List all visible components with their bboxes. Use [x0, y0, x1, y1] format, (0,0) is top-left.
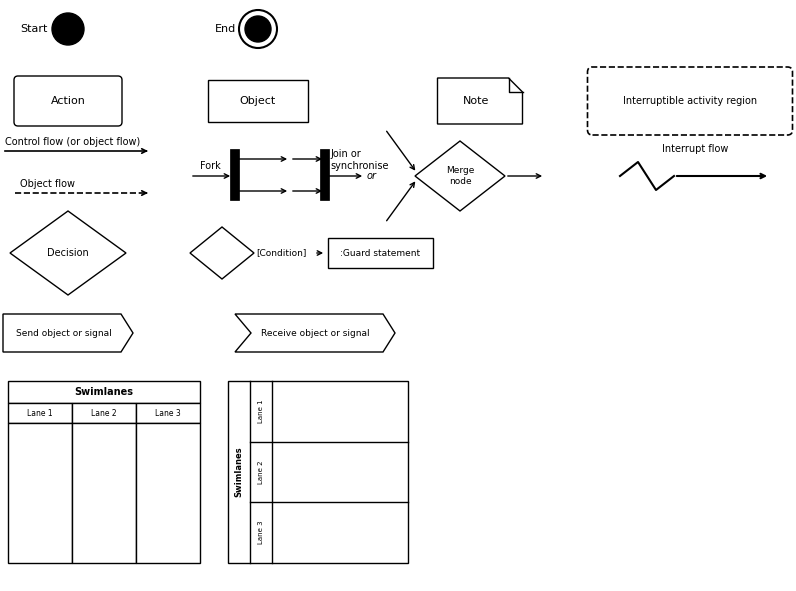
Polygon shape [10, 211, 126, 295]
FancyBboxPatch shape [587, 67, 793, 135]
Bar [8, 403, 72, 423]
Text: Swimlanes: Swimlanes [235, 447, 244, 497]
Bar [136, 423, 200, 563]
Text: Fork: Fork [200, 161, 220, 171]
Text: Lane 1: Lane 1 [27, 408, 53, 417]
Bar [136, 403, 200, 423]
Text: Merge
node: Merge node [446, 166, 474, 186]
Bar [72, 403, 136, 423]
Text: Lane 2: Lane 2 [92, 408, 117, 417]
Text: Lane 3: Lane 3 [155, 408, 181, 417]
Text: Object flow: Object flow [20, 179, 75, 189]
Circle shape [52, 13, 84, 45]
Bar [8, 423, 72, 563]
Polygon shape [235, 314, 395, 352]
Circle shape [245, 16, 271, 42]
Bar [228, 381, 408, 563]
Text: or: or [367, 171, 377, 181]
Text: Lane 1: Lane 1 [258, 400, 264, 423]
Text: Lane 2: Lane 2 [258, 460, 264, 484]
Text: Note: Note [462, 96, 490, 106]
Bar [328, 238, 433, 268]
Text: Decision: Decision [47, 248, 89, 258]
Bar [208, 80, 308, 122]
Polygon shape [438, 78, 522, 124]
Bar [72, 423, 136, 563]
Text: [Condition]: [Condition] [256, 248, 306, 258]
Text: Action: Action [51, 96, 85, 106]
Text: Lane 3: Lane 3 [258, 521, 264, 544]
Text: Control flow (or object flow): Control flow (or object flow) [5, 137, 140, 147]
Text: End: End [215, 24, 236, 34]
Bar [8, 381, 200, 403]
FancyBboxPatch shape [14, 76, 122, 126]
Text: Receive object or signal: Receive object or signal [260, 329, 369, 337]
Text: :Guard statement: :Guard statement [341, 248, 420, 258]
Text: Object: Object [240, 96, 276, 106]
Text: Start: Start [21, 24, 48, 34]
Polygon shape [415, 141, 505, 211]
Text: Join or
synchronise: Join or synchronise [330, 149, 388, 171]
Text: Send object or signal: Send object or signal [16, 329, 112, 337]
Text: Swimlanes: Swimlanes [75, 387, 134, 397]
Text: Interruptible activity region: Interruptible activity region [623, 96, 757, 106]
Polygon shape [190, 227, 254, 279]
Text: Interrupt flow: Interrupt flow [661, 144, 728, 154]
Polygon shape [3, 314, 133, 352]
